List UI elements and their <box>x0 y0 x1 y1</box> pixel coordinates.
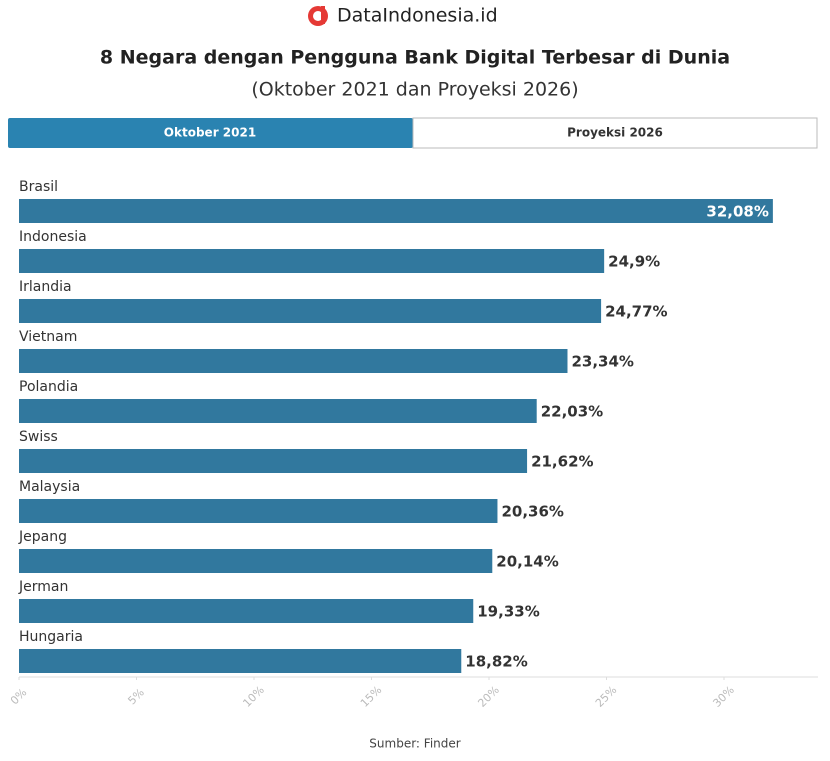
value-label: 24,77% <box>605 303 667 321</box>
value-label: 24,9% <box>608 253 660 271</box>
category-label: Swiss <box>19 429 58 445</box>
tab[interactable] <box>412 117 818 149</box>
value-label: 22,03% <box>541 403 603 421</box>
value-label: 23,34% <box>571 353 633 371</box>
bar <box>19 249 605 273</box>
bar <box>19 599 474 623</box>
tab-label[interactable]: Oktober 2021 <box>164 126 256 140</box>
bar <box>19 299 602 323</box>
value-label: 32,08% <box>706 203 768 221</box>
source: Sumber: Finder <box>369 737 460 751</box>
value-label: 21,62% <box>531 453 593 471</box>
value-label: 19,33% <box>477 603 539 621</box>
category-label: Polandia <box>19 379 78 395</box>
category-label: Malaysia <box>19 479 80 495</box>
x-tick-label: 30% <box>710 683 736 709</box>
category-label: Vietnam <box>19 329 77 345</box>
category-label: Jerman <box>18 579 68 595</box>
bar <box>19 399 537 423</box>
x-tick-label: 0% <box>8 686 30 708</box>
category-label: Brasil <box>19 179 58 195</box>
bar <box>19 649 462 673</box>
brand: DataIndonesia.id <box>337 5 498 27</box>
bar <box>19 499 498 523</box>
x-tick-label: 20% <box>475 683 501 709</box>
x-tick-label: 5% <box>125 686 147 708</box>
logo <box>308 6 328 26</box>
bar <box>19 199 773 223</box>
value-label: 20,14% <box>496 553 558 571</box>
tab-label[interactable]: Proyeksi 2026 <box>567 126 663 140</box>
x-tick-label: 15% <box>358 683 384 709</box>
bar <box>19 349 568 373</box>
chart-title: 8 Negara dengan Pengguna Bank Digital Te… <box>100 47 730 69</box>
category-label: Jepang <box>18 529 67 545</box>
value-label: 20,36% <box>501 503 563 521</box>
bar <box>19 549 493 573</box>
x-tick-label: 25% <box>593 683 619 709</box>
x-tick-label: 10% <box>240 683 266 709</box>
tab-active[interactable] <box>8 118 413 148</box>
chart-subtitle: (Oktober 2021 dan Proyeksi 2026) <box>251 79 578 101</box>
bar <box>19 449 528 473</box>
category-label: Hungaria <box>19 629 83 645</box>
value-label: 18,82% <box>465 653 527 671</box>
category-label: Indonesia <box>19 229 87 245</box>
category-label: Irlandia <box>19 279 72 295</box>
